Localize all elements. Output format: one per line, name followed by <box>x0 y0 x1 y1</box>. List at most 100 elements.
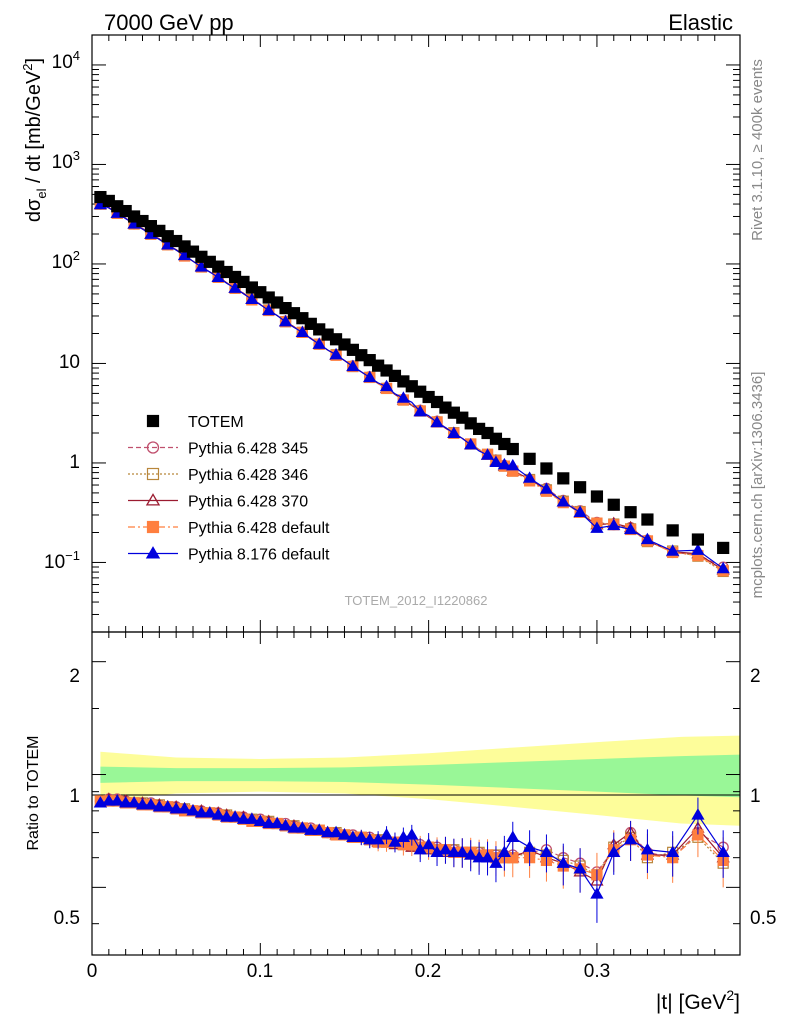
ratio-series-marker <box>480 850 495 863</box>
ratio-series-marker <box>321 825 335 838</box>
legend-entry-2: Pythia 6.428 346 <box>128 467 308 484</box>
x-tick-label-0.3: 0.3 <box>584 961 610 982</box>
ratio-series-marker <box>464 848 478 860</box>
totem-data-point <box>666 524 679 537</box>
totem-data-point <box>607 498 620 511</box>
ratio-series-marker <box>438 842 453 855</box>
ratio-series-marker <box>421 837 436 850</box>
ratio-series-marker <box>312 823 326 835</box>
mcplots-reference-text: mcplots.cern.ch [arXiv:1306.3436] <box>749 372 766 599</box>
ratio-series-marker <box>228 810 242 822</box>
main-series-marker <box>346 359 360 372</box>
main-series-marker <box>691 543 705 555</box>
ratio-series-marker <box>102 794 116 806</box>
main-series-marker <box>716 561 730 574</box>
ratio-series-marker <box>186 804 200 816</box>
ratio-series-marker <box>379 828 394 840</box>
main-series-marker <box>480 448 495 460</box>
ratio-series-marker <box>295 821 310 833</box>
x-tick-label-0: 0 <box>87 961 98 982</box>
header-right-label: Elastic <box>668 10 733 35</box>
main-series-marker <box>245 292 259 305</box>
ratio-series-marker <box>194 806 209 818</box>
legend-label: Pythia 6.428 346 <box>188 467 308 484</box>
ratio-series-marker <box>278 818 293 831</box>
legend-marker <box>146 414 160 428</box>
main-series-marker <box>413 404 427 417</box>
main-series-markers <box>93 190 730 578</box>
legend: TOTEM Pythia 6.428 345 Pythia 6.428 346 Pyt… <box>128 414 330 564</box>
legend-entry-1: Pythia 6.428 345 <box>128 441 308 458</box>
main-series-marker <box>590 521 604 533</box>
ratio-series-marker <box>447 845 461 857</box>
y-tick-label-1: 1 <box>69 452 80 473</box>
analysis-id-label: TOTEM_2012_I1220862 <box>345 593 488 608</box>
main-series-marker <box>556 495 570 507</box>
totem-data-point <box>574 481 587 494</box>
ratio-series-marker <box>144 798 158 810</box>
ratio-series-marker <box>506 830 520 842</box>
ratio-series-marker <box>590 887 604 899</box>
legend-label: Pythia 6.428 345 <box>188 441 308 458</box>
ratio-y-tick-label-0.5: 0.5 <box>54 908 80 929</box>
ratio-axis-ticks <box>91 632 740 955</box>
ratio-series-marker <box>220 810 234 822</box>
ratio-series-marker <box>236 812 251 824</box>
ratio-series-marker <box>203 806 217 818</box>
ratio-series-marker <box>119 796 133 808</box>
ratio-series-marker <box>539 845 554 857</box>
main-series-marker <box>295 325 310 338</box>
ratio-series-marker <box>152 800 166 812</box>
legend-label: TOTEM <box>188 414 244 431</box>
ratio-series-marker <box>573 862 587 874</box>
main-series-marker <box>363 370 377 383</box>
legend-marker <box>146 520 160 534</box>
legend-entry-0: TOTEM <box>146 414 244 431</box>
legend-entry-5: Pythia 8.176 default <box>128 546 330 564</box>
legend-marker <box>145 493 161 506</box>
main-series-marker <box>464 437 478 450</box>
ratio-series-marker <box>472 850 486 863</box>
ratio-series-markers <box>93 792 730 923</box>
ratio-series-marker <box>177 802 192 814</box>
legend-entry-3: Pythia 6.428 370 <box>128 493 308 511</box>
ratio-series-marker <box>489 856 503 868</box>
main-series-marker <box>278 314 293 327</box>
ratio-series-marker <box>607 845 621 857</box>
totem-data-point <box>624 506 637 519</box>
ratio-series-marker <box>161 800 175 812</box>
legend-label: Pythia 6.428 370 <box>188 494 308 511</box>
main-series-marker <box>396 391 411 403</box>
x-tick-label-0.1: 0.1 <box>247 961 273 982</box>
main-series-marker <box>312 337 326 349</box>
main-series-marker <box>539 482 554 494</box>
ratio-series-marker <box>329 825 343 838</box>
main-series-marker <box>430 415 444 428</box>
legend-marker <box>146 467 160 481</box>
totem-data-point <box>641 513 654 526</box>
ratio-uncertainty-bands <box>100 735 740 826</box>
main-series-marker <box>666 544 680 556</box>
legend-label: Pythia 8.176 default <box>188 547 330 564</box>
header-left-label: 7000 GeV pp <box>104 10 234 35</box>
ratio-series-marker <box>337 828 352 840</box>
totem-data-point <box>590 490 604 503</box>
ratio-y-tick-label-1: 1 <box>69 786 80 807</box>
main-series-marker <box>489 455 503 467</box>
ratio-series-marker <box>110 794 124 806</box>
rivet-version-text: Rivet 3.1.10, ≥ 400k events <box>749 59 766 241</box>
ratio-series-marker <box>304 823 318 835</box>
ratio-series-marker <box>270 816 284 829</box>
totem-data-point <box>506 442 519 456</box>
ratio-series-marker <box>497 845 511 857</box>
x-tick-label-0.2: 0.2 <box>415 961 441 982</box>
ratio-series-marker <box>354 830 368 842</box>
main-series-marker <box>262 303 276 316</box>
ratio-y-tick-label-2-right: 2 <box>750 666 761 687</box>
legend-entry-4: Pythia 6.428 default <box>128 520 330 537</box>
ratio-series-marker <box>640 842 655 855</box>
totem-data-point <box>557 472 570 485</box>
ratio-series-marker <box>556 856 570 868</box>
y-tick-label-10: 10 <box>59 352 80 373</box>
